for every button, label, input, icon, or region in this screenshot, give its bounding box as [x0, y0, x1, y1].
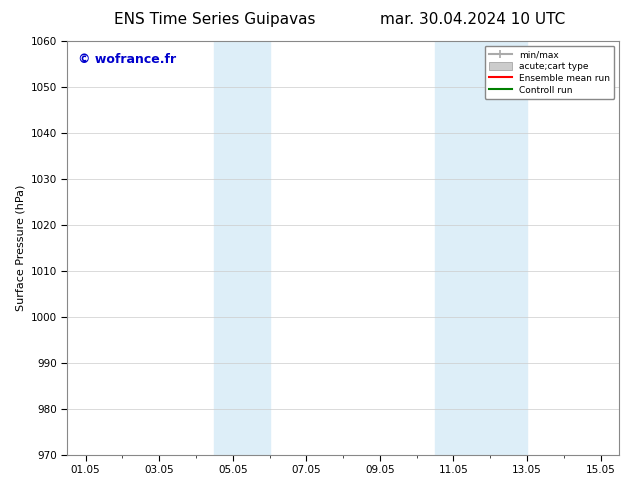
Text: © wofrance.fr: © wofrance.fr	[78, 53, 176, 67]
Legend: min/max, acute;cart type, Ensemble mean run, Controll run: min/max, acute;cart type, Ensemble mean …	[484, 46, 614, 99]
Text: mar. 30.04.2024 10 UTC: mar. 30.04.2024 10 UTC	[380, 12, 566, 27]
Bar	[435, 41, 527, 455]
Text: ENS Time Series Guipavas: ENS Time Series Guipavas	[114, 12, 316, 27]
Bar	[214, 41, 269, 455]
Y-axis label: Surface Pressure (hPa): Surface Pressure (hPa)	[15, 185, 25, 311]
